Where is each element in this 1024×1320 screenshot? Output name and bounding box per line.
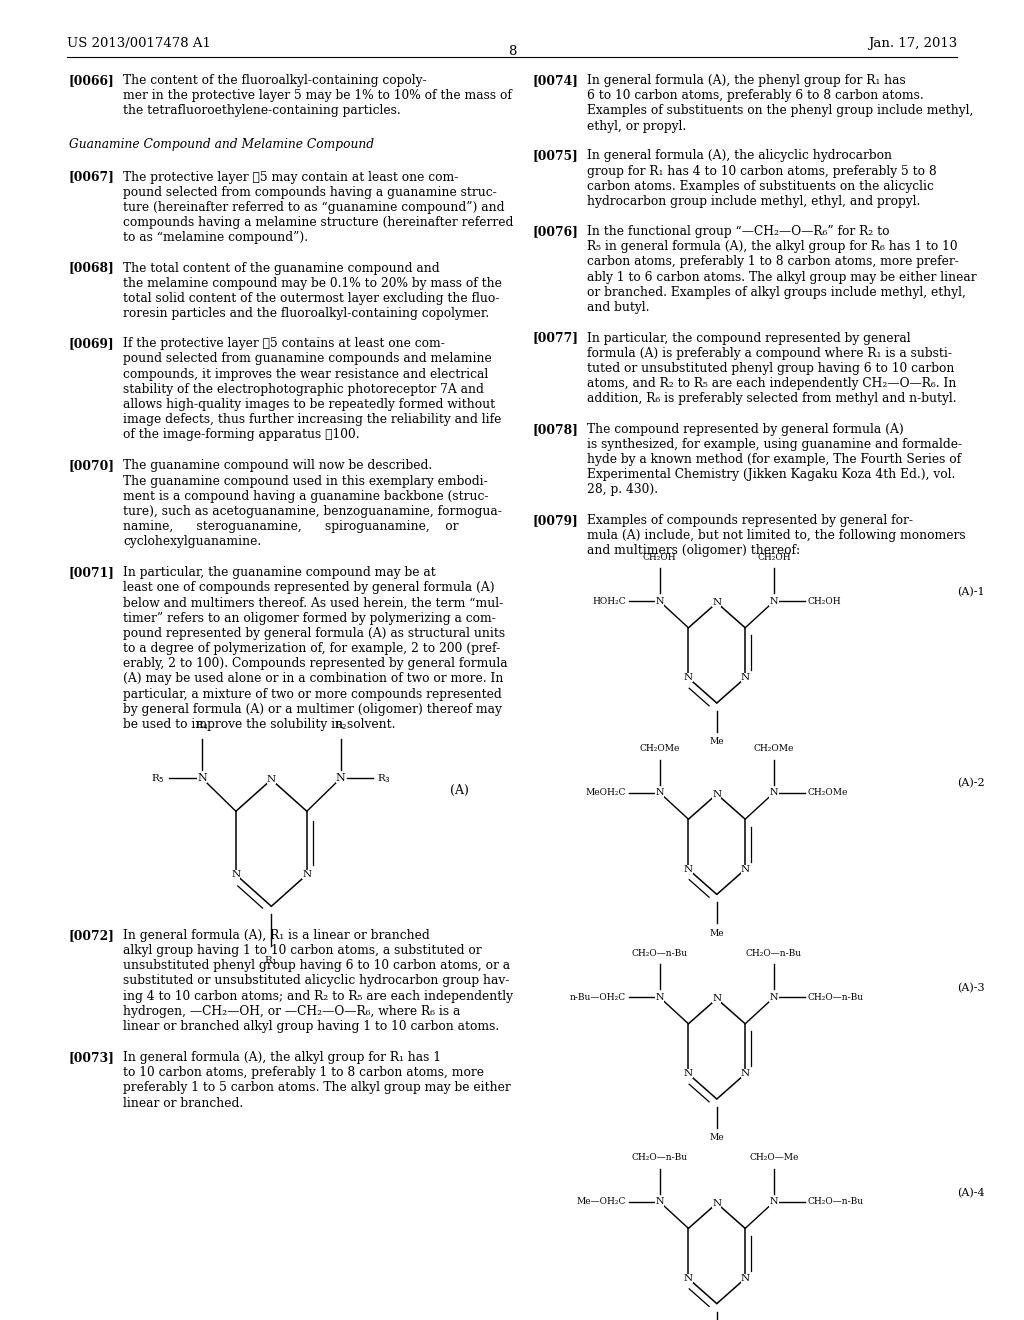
Text: N: N: [770, 788, 778, 797]
Text: The total content of the guanamine compound and
the melamine compound may be 0.1: The total content of the guanamine compo…: [123, 261, 502, 321]
Text: N: N: [713, 1199, 721, 1208]
Text: [0071]: [0071]: [69, 566, 115, 579]
Text: N: N: [770, 597, 778, 606]
Text: R$_5$: R$_5$: [152, 772, 165, 784]
Text: N: N: [740, 1069, 750, 1078]
Text: R$_4$: R$_4$: [195, 719, 209, 733]
Text: N: N: [267, 775, 275, 784]
Text: The content of the fluoroalkyl-containing copoly-
mer in the protective layer 5 : The content of the fluoroalkyl-containin…: [123, 74, 512, 117]
Text: If the protective layer  5 contains at least one com-
pound selected from guanam: If the protective layer  5 contains at l…: [123, 337, 502, 441]
Text: N: N: [770, 993, 778, 1002]
Text: MeOH₂C: MeOH₂C: [586, 788, 626, 797]
Text: N: N: [655, 1197, 664, 1206]
Text: CH₂O—n-Bu: CH₂O—n-Bu: [745, 949, 802, 958]
Text: N: N: [198, 774, 207, 783]
Text: N: N: [713, 789, 721, 799]
Text: US 2013/0017478 A1: US 2013/0017478 A1: [67, 37, 211, 50]
Text: [0067]: [0067]: [69, 170, 115, 183]
Text: [0073]: [0073]: [69, 1051, 115, 1064]
Text: R$_1$: R$_1$: [264, 954, 279, 966]
Text: CH₂O—n-Bu: CH₂O—n-Bu: [808, 1197, 864, 1206]
Text: N: N: [713, 994, 721, 1003]
Text: CH₂O—Me: CH₂O—Me: [750, 1154, 799, 1163]
Text: [0076]: [0076]: [532, 224, 579, 238]
Text: Me: Me: [710, 1134, 724, 1142]
Text: The compound represented by general formula (A)
is synthesized, for example, usi: The compound represented by general form…: [587, 422, 962, 496]
Text: 8: 8: [508, 45, 516, 58]
Text: CH₂OMe: CH₂OMe: [754, 744, 794, 754]
Text: N: N: [655, 788, 664, 797]
Text: N: N: [684, 1069, 693, 1078]
Text: N: N: [684, 673, 693, 682]
Text: [0072]: [0072]: [69, 929, 115, 941]
Text: CH₂OH: CH₂OH: [757, 553, 791, 562]
Text: CH₂O—n-Bu: CH₂O—n-Bu: [808, 993, 864, 1002]
Text: N: N: [336, 774, 345, 783]
Text: CH₂OMe: CH₂OMe: [808, 788, 848, 797]
Text: N: N: [655, 597, 664, 606]
Text: In the functional group “—CH₂—O—R₆” for R₂ to
R₅ in general formula (A), the alk: In the functional group “—CH₂—O—R₆” for …: [587, 224, 976, 314]
Text: R$_2$: R$_2$: [334, 719, 347, 733]
Text: HOH₂C: HOH₂C: [592, 597, 626, 606]
Text: [0070]: [0070]: [69, 459, 115, 473]
Text: [0074]: [0074]: [532, 74, 579, 87]
Text: In general formula (A), the phenyl group for R₁ has
6 to 10 carbon atoms, prefer: In general formula (A), the phenyl group…: [587, 74, 973, 132]
Text: [0066]: [0066]: [69, 74, 115, 87]
Text: [0077]: [0077]: [532, 331, 579, 345]
Text: CH₂O—n-Bu: CH₂O—n-Bu: [632, 949, 688, 958]
Text: In general formula (A), the alicyclic hydrocarbon
group for R₁ has 4 to 10 carbo: In general formula (A), the alicyclic hy…: [587, 149, 937, 209]
Text: Me—OH₂C: Me—OH₂C: [577, 1197, 626, 1206]
Text: The protective layer  5 may contain at least one com-
pound selected from compou: The protective layer  5 may contain at l…: [123, 170, 513, 244]
Text: [0078]: [0078]: [532, 422, 579, 436]
Text: (A)-2: (A)-2: [957, 779, 985, 788]
Text: CH₂OH: CH₂OH: [808, 597, 842, 606]
Text: N: N: [740, 1274, 750, 1283]
Text: CH₂OH: CH₂OH: [643, 553, 677, 562]
Text: N: N: [713, 598, 721, 607]
Text: Guanamine Compound and Melamine Compound: Guanamine Compound and Melamine Compound: [69, 137, 374, 150]
Text: Examples of compounds represented by general for-
mula (A) include, but not limi: Examples of compounds represented by gen…: [587, 513, 966, 557]
Text: (A): (A): [451, 784, 469, 796]
Text: N: N: [684, 865, 693, 874]
Text: N: N: [740, 673, 750, 682]
Text: R$_3$: R$_3$: [378, 772, 391, 784]
Text: N: N: [655, 993, 664, 1002]
Text: (A)-4: (A)-4: [957, 1188, 985, 1197]
Text: The guanamine compound will now be described.
The guanamine compound used in thi: The guanamine compound will now be descr…: [123, 459, 502, 548]
Text: [0069]: [0069]: [69, 337, 115, 350]
Text: (A)-3: (A)-3: [957, 983, 985, 993]
Text: N: N: [684, 1274, 693, 1283]
Text: [0068]: [0068]: [69, 261, 115, 275]
Text: N: N: [231, 870, 241, 879]
Text: In particular, the guanamine compound may be at
least one of compounds represent: In particular, the guanamine compound ma…: [123, 566, 508, 731]
Text: In general formula (A), the alkyl group for R₁ has 1
to 10 carbon atoms, prefera: In general formula (A), the alkyl group …: [123, 1051, 511, 1110]
Text: n-Bu—OH₂C: n-Bu—OH₂C: [569, 993, 626, 1002]
Text: CH₂O—n-Bu: CH₂O—n-Bu: [632, 1154, 688, 1163]
Text: [0079]: [0079]: [532, 513, 579, 527]
Text: Me: Me: [710, 929, 724, 937]
Text: N: N: [770, 1197, 778, 1206]
Text: Jan. 17, 2013: Jan. 17, 2013: [868, 37, 957, 50]
Text: (A)-1: (A)-1: [957, 587, 985, 597]
Text: In general formula (A), R₁ is a linear or branched
alkyl group having 1 to 10 ca: In general formula (A), R₁ is a linear o…: [123, 929, 513, 1034]
Text: In particular, the compound represented by general
formula (A) is preferably a c: In particular, the compound represented …: [587, 331, 956, 405]
Text: N: N: [740, 865, 750, 874]
Text: CH₂OMe: CH₂OMe: [640, 744, 680, 754]
Text: Me: Me: [710, 738, 724, 746]
Text: [0075]: [0075]: [532, 149, 579, 162]
Text: N: N: [302, 870, 311, 879]
